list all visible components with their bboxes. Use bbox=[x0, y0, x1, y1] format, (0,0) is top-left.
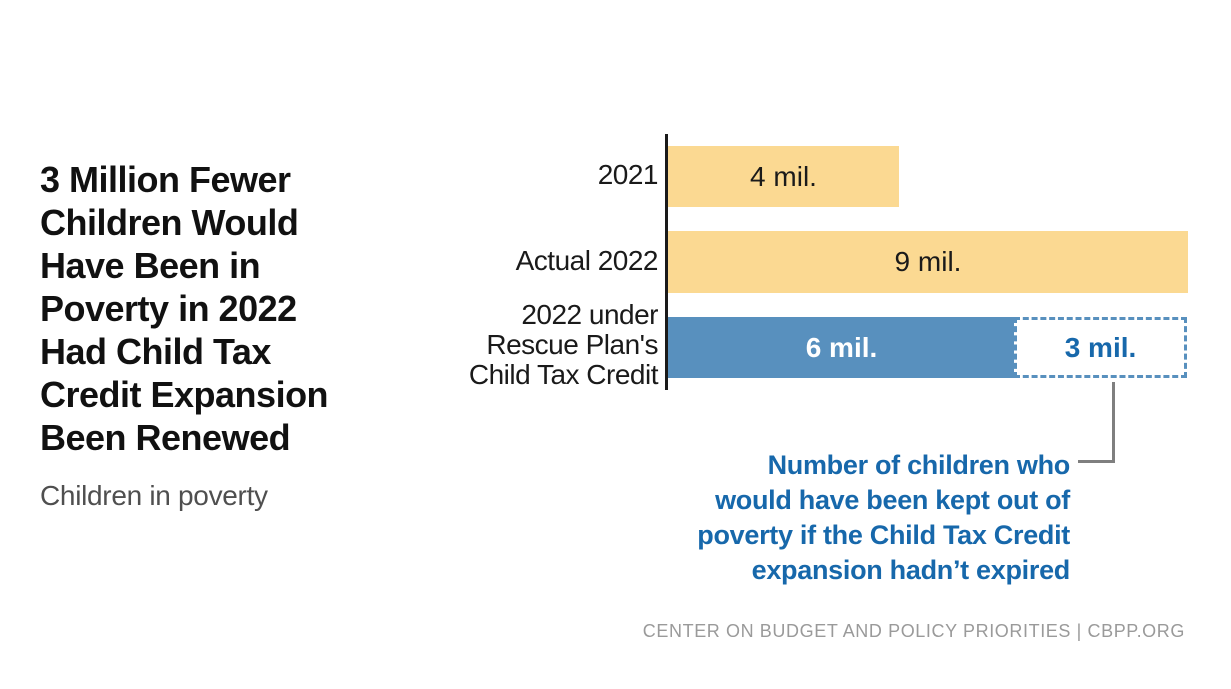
title-line: Credit Expansion bbox=[40, 374, 329, 415]
title-line: Been Renewed bbox=[40, 417, 291, 458]
page-title: 3 Million Fewer Children Would Have Been… bbox=[40, 158, 400, 459]
y-axis-line bbox=[665, 134, 668, 390]
source-credit: CENTER ON BUDGET AND POLICY PRIORITIES |… bbox=[642, 621, 1185, 641]
annotation-text: Number of children who would have been k… bbox=[620, 448, 1070, 588]
category-label-line: Rescue Plan's bbox=[486, 329, 658, 360]
category-label-rescue-plan: 2022 under Rescue Plan's Child Tax Credi… bbox=[380, 299, 659, 390]
title-line: 3 Million Fewer bbox=[40, 159, 291, 200]
annotation-connector-line bbox=[1078, 382, 1115, 463]
bar-rescue-plan-dashed-hypothetical: 3 mil. bbox=[1014, 317, 1187, 378]
bar-value-label: 9 mil. bbox=[894, 246, 962, 277]
annotation-line: expansion hadn’t expired bbox=[751, 555, 1071, 585]
bar-rescue-plan-solid: 6 mil. bbox=[668, 317, 1015, 378]
category-label-line: Child Tax Credit bbox=[468, 359, 659, 390]
bar-2021: 4 mil. bbox=[668, 146, 899, 207]
title-line: Children Would bbox=[40, 202, 299, 243]
category-label-actual-2022: Actual 2022 bbox=[515, 245, 659, 276]
annotation-line: poverty if the Child Tax Credit bbox=[697, 520, 1070, 550]
chart-subtitle: Children in poverty bbox=[40, 480, 268, 511]
bar-value-label: 3 mil. bbox=[1064, 331, 1137, 363]
category-label-2021: 2021 bbox=[597, 159, 659, 190]
annotation-line: Number of children who bbox=[767, 450, 1071, 480]
title-line: Poverty in 2022 bbox=[40, 288, 297, 329]
category-label-line: 2022 under bbox=[521, 299, 658, 330]
bar-value-label: 6 mil. bbox=[805, 331, 878, 363]
bar-actual-2022: 9 mil. bbox=[668, 231, 1188, 293]
annotation-line: would have been kept out of bbox=[715, 485, 1070, 515]
bar-value-label: 4 mil. bbox=[750, 160, 817, 192]
title-line: Had Child Tax bbox=[40, 331, 271, 372]
title-line: Have Been in bbox=[40, 245, 261, 286]
